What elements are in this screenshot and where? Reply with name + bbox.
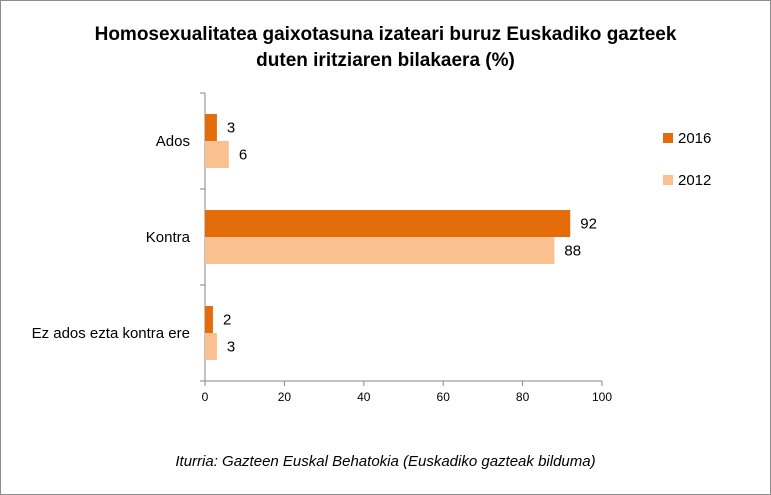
category-label: Ez ados ezta kontra ere <box>32 325 190 342</box>
legend-swatch-2016 <box>663 133 673 143</box>
category-label: Kontra <box>146 229 191 246</box>
legend-label: 2012 <box>678 172 711 189</box>
chart-title: Homosexualitatea gaixotasuna izateari bu… <box>0 22 771 74</box>
data-label: 6 <box>239 147 247 164</box>
chart-title-line-2: duten iritziaren bilakaera (%) <box>256 50 515 71</box>
x-tick-label: 20 <box>278 390 292 404</box>
data-label: 88 <box>564 243 581 260</box>
bar-2012 <box>205 141 229 168</box>
x-tick-label: 80 <box>516 390 530 404</box>
x-tick-label: 60 <box>437 390 451 404</box>
bar-2016 <box>205 210 571 237</box>
x-tick-label: 0 <box>202 390 209 404</box>
chart-title-line-1: Homosexualitatea gaixotasuna izateari bu… <box>94 24 677 45</box>
legend-label: 2016 <box>678 130 711 147</box>
bar-2016 <box>205 114 217 141</box>
chart-source: Iturria: Gazteen Euskal Behatokia (Euska… <box>175 453 596 470</box>
x-tick-label: 40 <box>357 390 371 404</box>
bar-2012 <box>205 237 555 264</box>
x-tick-label: 100 <box>592 390 612 404</box>
legend-swatch-2012 <box>663 175 673 185</box>
data-label: 3 <box>227 120 235 137</box>
data-label: 2 <box>223 312 231 329</box>
category-label: Ados <box>156 133 190 150</box>
data-label: 3 <box>227 339 235 356</box>
bar-2016 <box>205 306 213 333</box>
bar-2012 <box>205 333 217 360</box>
data-label: 92 <box>580 216 597 233</box>
